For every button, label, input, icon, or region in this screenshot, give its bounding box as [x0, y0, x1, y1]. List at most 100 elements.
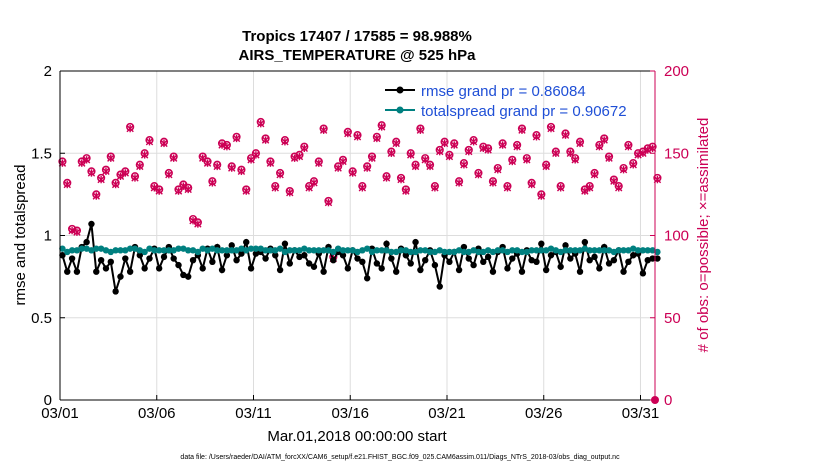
obs-assimilated-point	[581, 187, 589, 195]
obs-assimilated-point	[87, 169, 96, 177]
rmse-point	[576, 268, 584, 275]
rmse-point	[630, 252, 637, 259]
obs-assimilated-point	[397, 175, 405, 184]
spread-point	[233, 247, 240, 254]
spread-point	[557, 248, 564, 256]
rmse-point	[64, 268, 71, 275]
obs-assimilated-point	[155, 187, 163, 195]
obs-assimilated-point	[237, 167, 246, 176]
obs-assimilated-point	[140, 151, 149, 159]
obs-assimilated-point	[82, 156, 91, 164]
spread-point	[252, 245, 260, 252]
spread-point	[518, 248, 526, 256]
obs-assimilated-point	[97, 175, 105, 184]
rmse-point	[59, 252, 66, 259]
rmse-point	[465, 255, 472, 262]
obs-assimilated-point	[68, 226, 76, 235]
obs-assimilated-point	[498, 141, 507, 149]
spread-point	[73, 247, 81, 254]
obs-assimilated-point	[411, 162, 420, 171]
obs-assimilated-point	[503, 184, 512, 192]
rmse-point	[301, 252, 308, 259]
rmse-point	[252, 250, 260, 257]
rmse-point	[354, 255, 361, 262]
spread-point	[155, 247, 163, 254]
obs-assimilated-point	[474, 170, 483, 179]
rmse-point	[373, 260, 381, 267]
rmse-point	[402, 252, 410, 259]
rmse-point	[455, 266, 463, 274]
obs-assimilated-point	[586, 184, 594, 192]
rmse-point	[310, 263, 318, 270]
rmse-point	[223, 252, 231, 259]
rmse-point	[122, 255, 129, 262]
obs-assimilated-point	[208, 179, 217, 187]
rmse-point	[170, 255, 177, 262]
rmse-point	[296, 253, 303, 261]
obs-assimilated-point	[242, 187, 250, 195]
spread-point	[359, 247, 366, 254]
obs-assimilated-point	[194, 220, 202, 228]
rmse-point	[412, 238, 419, 246]
obs-assimilated-point	[639, 149, 647, 157]
spread-point	[489, 248, 497, 256]
spread-point	[112, 247, 119, 254]
obs-assimilated-point	[286, 189, 294, 197]
rmse-point	[431, 261, 439, 269]
spread-point	[460, 248, 468, 256]
spread-point	[397, 247, 405, 254]
obs-assimilated-point	[571, 156, 579, 164]
obs-assimilated-point	[600, 136, 608, 144]
obs-assimilated-point	[547, 124, 555, 133]
x-tick-label: 03/01	[41, 405, 79, 422]
spread-point	[296, 247, 303, 254]
spread-point	[199, 245, 206, 252]
spread-point	[218, 247, 226, 254]
y-ticks-left: 0 0.5 1 1.5 2	[31, 63, 65, 409]
obs-assimilated-point	[145, 138, 154, 146]
obs-assimilated-point	[150, 184, 159, 192]
obs-assimilated-point	[373, 134, 381, 143]
obs-assimilated-point	[494, 166, 502, 174]
rmse-point	[68, 255, 76, 262]
obs-assimilated-point	[339, 157, 347, 166]
spread-point	[291, 247, 298, 254]
obs-assimilated-point	[121, 169, 129, 177]
obs-assimilated-point	[624, 142, 633, 151]
spread-point	[547, 245, 555, 252]
spread-point	[83, 245, 90, 252]
obs-assimilated-point	[518, 126, 526, 134]
obs-assimilated-point	[160, 139, 168, 148]
rmse-point	[238, 250, 245, 257]
rmse-point	[184, 273, 192, 280]
x-ticks: 03/01 03/06 03/11 03/16 03/21 03/26 03/31	[41, 395, 659, 422]
spread-series	[59, 245, 661, 256]
spread-point	[431, 248, 439, 256]
spread-point	[228, 247, 235, 254]
legend: rmse grand pr = 0.86084 totalspread gran…	[385, 83, 627, 120]
rmse-point	[83, 238, 90, 246]
obs-assimilated-point	[377, 123, 386, 131]
rmse-point	[392, 268, 400, 275]
spread-point	[649, 247, 656, 254]
rmse-point	[175, 261, 182, 269]
spread-point	[571, 247, 579, 254]
obs-assimilated-point	[619, 166, 628, 174]
obs-assimilated-point	[523, 156, 531, 164]
spread-point	[625, 247, 632, 254]
spread-point	[59, 245, 66, 252]
spread-point	[122, 247, 129, 254]
rmse-point	[407, 260, 414, 267]
obs-assimilated-point	[165, 170, 173, 179]
obs-assimilated-point	[595, 142, 604, 151]
spread-point	[402, 247, 410, 254]
obs-assimilated-point	[479, 144, 487, 153]
spread-point	[610, 248, 618, 256]
obs-assimilated-point	[252, 151, 260, 159]
spread-point	[238, 245, 245, 252]
spread-point	[591, 247, 598, 254]
rmse-point	[330, 256, 337, 264]
legend-spread-label: totalspread grand pr = 0.90672	[421, 103, 627, 120]
spread-point	[484, 247, 492, 254]
